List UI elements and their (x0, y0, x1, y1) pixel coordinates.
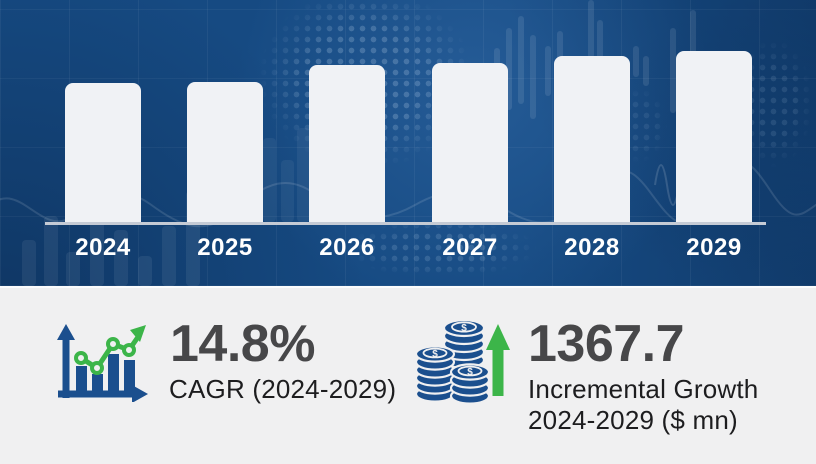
incremental-growth-value: 1367.7 (528, 315, 685, 373)
year-label-2026: 2026 (319, 234, 375, 261)
growth-chart-icon (52, 322, 148, 407)
stats-section: 14.8% CAGR (2024-2029) $ (0, 286, 816, 464)
decor-bar (643, 56, 649, 86)
decor-bar (530, 35, 536, 119)
decor-bar (557, 31, 563, 70)
world-map-dots (345, 220, 545, 286)
svg-text:$: $ (467, 367, 473, 378)
decor-bar (588, 0, 594, 58)
up-arrow-icon (486, 324, 510, 401)
decor-bar (670, 28, 676, 113)
decor-bar (545, 46, 551, 96)
bar-2028 (554, 56, 630, 222)
bar-2029 (676, 51, 752, 222)
decor-bar (22, 240, 36, 286)
incremental-growth-label-line2: 2024-2029 ($ mn) (528, 405, 738, 435)
year-label-2025: 2025 (197, 234, 253, 261)
x-axis-line (45, 222, 766, 225)
decor-bar (66, 252, 80, 286)
incremental-growth-label: Incremental Growth 2024-2029 ($ mn) (528, 374, 758, 436)
decor-bar (297, 128, 310, 222)
bar-2026 (309, 65, 385, 222)
bar-2027 (432, 63, 508, 222)
year-label-2029: 2029 (686, 234, 742, 261)
decor-bar (263, 138, 276, 222)
decor-bar (518, 16, 524, 104)
decor-bar (281, 160, 294, 222)
bar-chart-section: 2024 2025 2026 2027 2028 2029 (0, 0, 816, 286)
decor-bar (597, 20, 603, 83)
decor-bar (506, 28, 512, 110)
cagr-label: CAGR (2024-2029) (169, 374, 397, 404)
decor-bar (633, 46, 639, 77)
decor-bar (44, 216, 58, 286)
bar-2024 (65, 83, 141, 222)
decor-bar (162, 226, 176, 286)
decor-bar (114, 230, 128, 286)
year-label-2028: 2028 (564, 234, 620, 261)
year-label-2024: 2024 (75, 234, 131, 261)
bar-2025 (187, 82, 263, 222)
decor-bar (138, 256, 152, 286)
svg-text:$: $ (461, 323, 467, 334)
cagr-value: 14.8% (170, 315, 315, 373)
incremental-growth-label-line1: Incremental Growth (528, 374, 759, 404)
year-label-2027: 2027 (442, 234, 498, 261)
decor-bar (690, 10, 696, 55)
coins-stack-icon: $ $ (414, 314, 512, 413)
svg-text:$: $ (432, 349, 438, 360)
